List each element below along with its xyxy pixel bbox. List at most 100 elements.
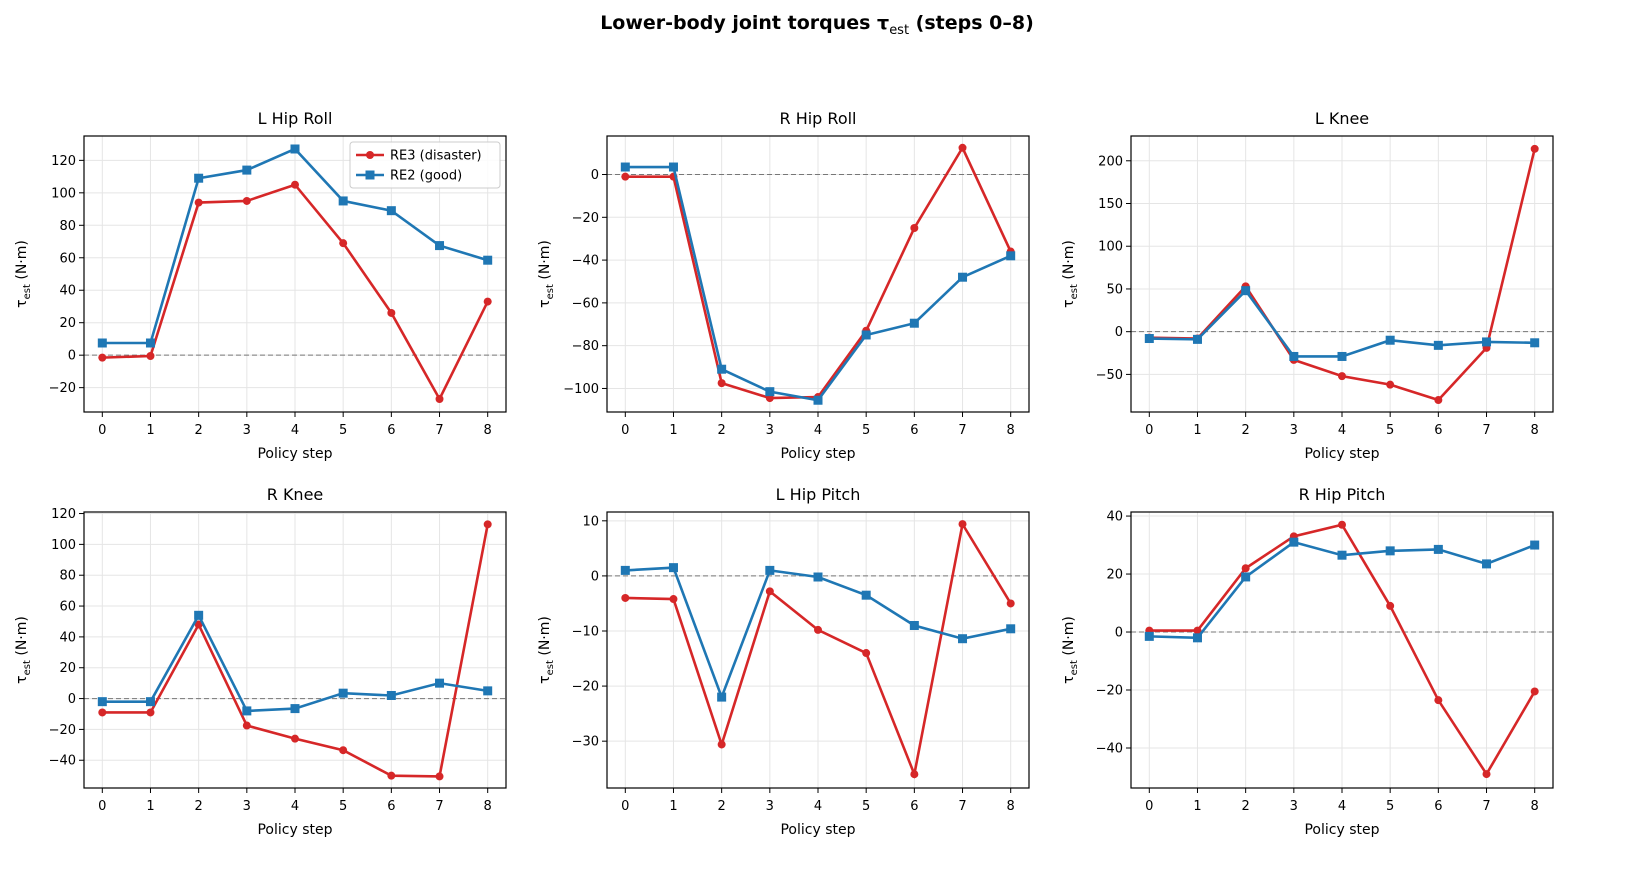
x-tick-label: 6 bbox=[910, 423, 918, 438]
y-axis-label: τest (N·m) bbox=[1061, 240, 1080, 308]
y-label-main: τ bbox=[1061, 675, 1077, 683]
y-tick-label: 20 bbox=[59, 661, 76, 676]
y-label-unit: (N·m) bbox=[537, 616, 553, 660]
y-tick-label: 20 bbox=[59, 316, 76, 331]
data-point-re2 bbox=[145, 338, 155, 348]
x-axis-label: Policy step bbox=[780, 446, 855, 462]
y-tick-label: −60 bbox=[572, 296, 599, 311]
data-point-re3 bbox=[1482, 770, 1491, 779]
data-point-re3 bbox=[1193, 626, 1202, 635]
data-point-re3 bbox=[910, 770, 919, 779]
data-point-re3 bbox=[1338, 372, 1346, 381]
panel-l-hip-pitch: 0 1 2 3 4 5 6 7 8 −30 −20 −10 0 10 L Hip Pitch Policy s… bbox=[537, 485, 1030, 838]
data-point-re2 bbox=[1433, 544, 1443, 554]
data-point-re2 bbox=[1006, 251, 1016, 261]
x-axis-label: Policy step bbox=[257, 446, 332, 462]
x-tick-label: 7 bbox=[1482, 423, 1490, 438]
data-point-re3 bbox=[1006, 599, 1015, 608]
x-tick-label: 2 bbox=[1242, 423, 1250, 438]
data-point-re2 bbox=[1530, 540, 1540, 550]
data-point-re3 bbox=[242, 196, 251, 205]
data-point-re3 bbox=[862, 649, 871, 658]
x-tick-label: 4 bbox=[814, 423, 822, 438]
x-tick-label: 0 bbox=[621, 423, 629, 438]
y-axis-label: τest (N·m) bbox=[14, 616, 33, 684]
y-label-main: τ bbox=[537, 299, 553, 307]
data-point-re2 bbox=[717, 692, 727, 702]
panel-l-hip-roll: 0 1 2 3 4 5 6 7 8 −20 0 20 40 60 80 100 120 L Hip Roll Pol… bbox=[14, 109, 507, 462]
data-point-re2 bbox=[620, 565, 630, 575]
y-axis-label: τest (N·m) bbox=[537, 616, 556, 684]
data-point-re2 bbox=[1337, 550, 1347, 560]
data-point-re3 bbox=[483, 520, 492, 529]
data-point-re2 bbox=[483, 686, 493, 696]
y-tick-label: −30 bbox=[572, 735, 599, 750]
data-point-re3 bbox=[910, 224, 919, 232]
y-tick-label: 0 bbox=[591, 168, 599, 183]
x-tick-label: 3 bbox=[766, 423, 774, 438]
y-tick-label: −40 bbox=[49, 754, 76, 769]
x-tick-label: 4 bbox=[291, 423, 299, 438]
x-tick-label: 2 bbox=[195, 423, 203, 438]
y-tick-label: 0 bbox=[68, 692, 76, 707]
x-tick-label: 5 bbox=[862, 423, 870, 438]
data-point-re3 bbox=[1434, 696, 1443, 705]
data-point-re2 bbox=[958, 272, 968, 282]
data-point-re3 bbox=[1241, 564, 1250, 573]
data-point-re3 bbox=[958, 143, 967, 152]
data-point-re2 bbox=[435, 678, 445, 688]
data-point-re2 bbox=[1144, 334, 1154, 344]
data-point-re2 bbox=[1433, 340, 1443, 350]
x-tick-label: 0 bbox=[98, 423, 106, 438]
data-point-re2 bbox=[958, 634, 968, 644]
data-point-re3 bbox=[291, 734, 299, 743]
legend-marker-square bbox=[365, 170, 375, 180]
x-tick-label: 5 bbox=[862, 799, 870, 814]
data-point-re2 bbox=[338, 196, 348, 206]
y-axis-label: τest (N·m) bbox=[1061, 616, 1080, 684]
x-tick-label: 4 bbox=[291, 799, 299, 814]
y-label-sub: est bbox=[22, 284, 33, 299]
data-point-re3 bbox=[387, 771, 396, 780]
data-point-re2 bbox=[1337, 351, 1347, 361]
data-point-re2 bbox=[386, 206, 396, 216]
data-point-re3 bbox=[1530, 144, 1539, 153]
y-tick-label: 0 bbox=[1115, 325, 1123, 340]
y-label-sub: est bbox=[1069, 660, 1080, 675]
data-point-re2 bbox=[668, 162, 678, 172]
x-axis-label: Policy step bbox=[780, 822, 855, 838]
panel-title: R Hip Pitch bbox=[1299, 485, 1386, 504]
data-point-re2 bbox=[861, 590, 871, 600]
x-tick-label: 7 bbox=[435, 423, 443, 438]
y-label-main: τ bbox=[14, 299, 30, 307]
y-tick-label: 150 bbox=[1098, 197, 1123, 212]
panel-l-knee: 0 1 2 3 4 5 6 7 8 −50 0 50 100 150 200 L Knee Policy ste… bbox=[1061, 109, 1554, 462]
x-tick-label: 5 bbox=[339, 799, 347, 814]
y-tick-label: −100 bbox=[563, 382, 599, 397]
data-point-re3 bbox=[339, 746, 348, 755]
data-point-re3 bbox=[435, 772, 444, 781]
data-point-re2 bbox=[97, 697, 107, 707]
panel-title: R Hip Roll bbox=[780, 109, 857, 128]
data-point-re3 bbox=[1386, 601, 1395, 610]
y-tick-label: 200 bbox=[1098, 154, 1123, 169]
x-tick-label: 0 bbox=[1145, 799, 1153, 814]
x-tick-label: 4 bbox=[1338, 799, 1346, 814]
y-tick-label: 60 bbox=[59, 251, 76, 266]
figure-title: Lower-body joint torques τest (steps 0–8… bbox=[600, 12, 1034, 38]
y-label-sub: est bbox=[22, 660, 33, 675]
data-point-re2 bbox=[620, 162, 630, 172]
x-tick-label: 0 bbox=[1145, 423, 1153, 438]
x-tick-label: 3 bbox=[1290, 423, 1298, 438]
data-point-re2 bbox=[1006, 624, 1016, 634]
data-point-re2 bbox=[386, 690, 396, 700]
data-point-re3 bbox=[1386, 380, 1395, 389]
y-label-unit: (N·m) bbox=[14, 616, 30, 660]
data-point-re3 bbox=[814, 625, 822, 634]
data-point-re2 bbox=[1385, 335, 1395, 345]
data-point-re2 bbox=[1482, 337, 1492, 347]
data-point-re3 bbox=[621, 593, 630, 602]
x-tick-label: 3 bbox=[243, 799, 251, 814]
data-point-re3 bbox=[669, 595, 678, 604]
